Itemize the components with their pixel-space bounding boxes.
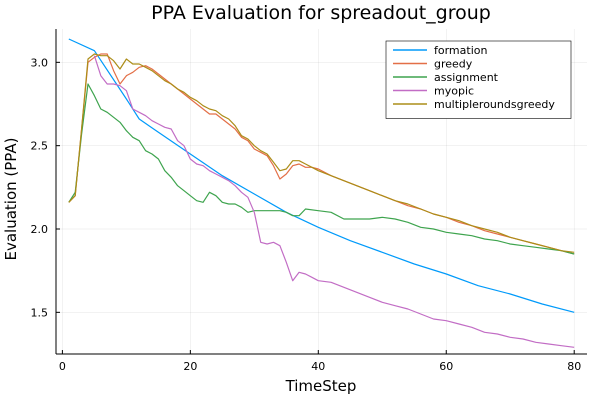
y-tick-label: 3.0 (31, 56, 49, 69)
legend: formationgreedyassignmentmyopicmultipler… (385, 40, 572, 119)
legend-box (385, 40, 572, 119)
series-group (68, 38, 575, 348)
x-tick-label: 40 (311, 360, 325, 373)
legend-label-myopic: myopic (434, 85, 474, 98)
chart-title: PPA Evaluation for spreadout_group (151, 2, 491, 24)
legend-label-assignment: assignment (434, 71, 499, 84)
y-tick-label: 2.0 (31, 223, 49, 236)
ticks: 0 20 40 60 80 1.5 2.0 2.5 3.0 (31, 56, 582, 373)
legend-label-greedy: greedy (434, 58, 473, 71)
legend-label-formation: formation (434, 44, 487, 57)
x-tick-label: 20 (183, 360, 197, 373)
x-axis-title: TimeStep (285, 377, 357, 395)
x-tick-label: 0 (59, 360, 66, 373)
series-line-assignment (68, 83, 575, 255)
series-line-multipleroundsgreedy (68, 53, 575, 253)
x-tick-label: 80 (567, 360, 581, 373)
series-line-formation (68, 38, 575, 313)
y-tick-label: 2.5 (31, 140, 49, 153)
axes (55, 29, 587, 355)
y-tick-label: 1.5 (31, 306, 49, 319)
legend-label-multipleroundsgreedy: multipleroundsgreedy (434, 98, 555, 111)
x-tick-label: 60 (439, 360, 453, 373)
y-axis-title: Evaluation (PPA) (2, 137, 20, 260)
series-line-myopic (93, 55, 575, 348)
